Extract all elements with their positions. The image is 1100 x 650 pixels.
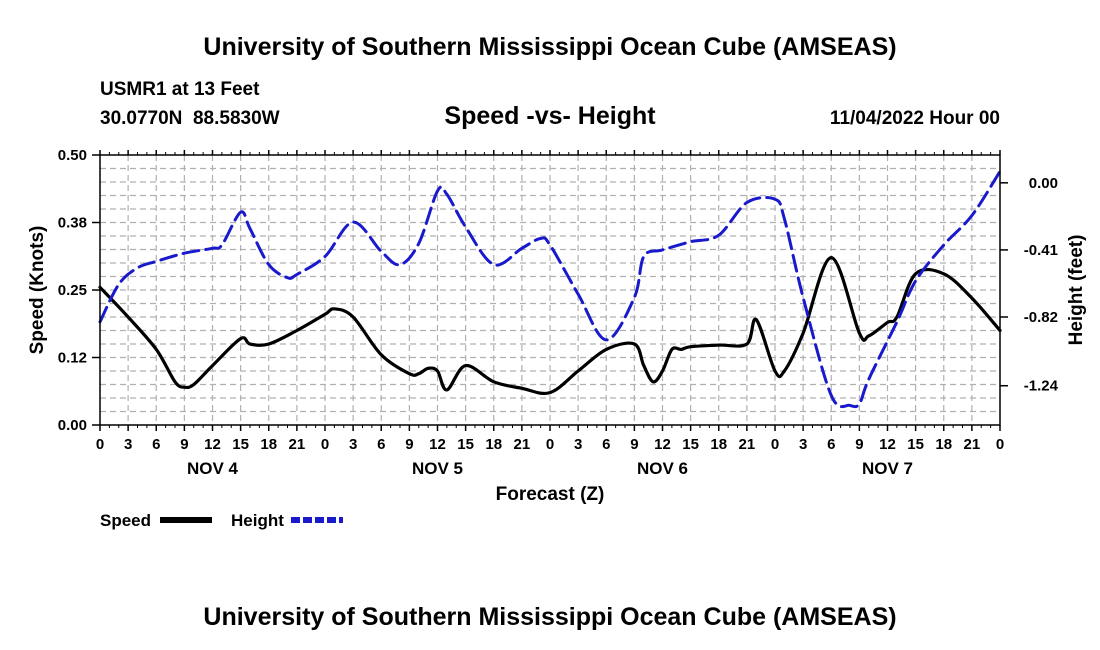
x-tick-label: 0 [996, 436, 1004, 453]
x-tick-label: 12 [879, 436, 896, 453]
y-tick-label: 0.25 [58, 282, 87, 299]
y-axis-title: Speed (Knots) [27, 226, 48, 355]
x-tick-label: 6 [602, 436, 610, 453]
x-tick-label: 18 [260, 436, 277, 453]
grid [100, 155, 1000, 425]
legend-height-label: Height [231, 511, 284, 530]
x-tick-label: 12 [429, 436, 446, 453]
x-axis-title: Forecast (Z) [496, 484, 605, 505]
day-label: NOV 7 [862, 459, 913, 478]
footer-title: University of Southern Mississippi Ocean… [203, 603, 896, 631]
station-label: USMR1 at 13 Feet [100, 79, 260, 100]
x-tick-label: 9 [180, 436, 188, 453]
ticks: 0 3 6 9 12 15 18 21 0 3 6 9 12 15 18 21 0 3 6 9 12 15 18 21 0 3 6 9… [58, 147, 1059, 478]
series-line-height [98, 169, 1002, 409]
y-tick-label: 0.00 [58, 417, 87, 434]
x-tick-label: 0 [546, 436, 554, 453]
x-tick-label: 6 [827, 436, 835, 453]
x-tick-label: 9 [855, 436, 863, 453]
x-tick-label: 15 [232, 436, 249, 453]
x-tick-label: 6 [152, 436, 160, 453]
x-tick-label: 3 [799, 436, 807, 453]
day-label: NOV 5 [412, 459, 463, 478]
x-tick-label: 15 [907, 436, 924, 453]
x-tick-label: 0 [96, 436, 104, 453]
legend-speed-label: Speed [100, 511, 151, 530]
x-tick-label: 3 [574, 436, 582, 453]
x-tick-label: 21 [289, 436, 306, 453]
chart-title: University of Southern Mississippi Ocean… [203, 33, 896, 61]
day-label: NOV 4 [187, 459, 239, 478]
x-tick-label: 3 [124, 436, 132, 453]
y-tick-label: 0.50 [58, 147, 87, 164]
location-label: 30.0770N 88.5830W [100, 108, 280, 129]
x-tick-label: 0 [771, 436, 779, 453]
y-tick-label: 0.38 [58, 215, 87, 232]
x-tick-label: 18 [935, 436, 952, 453]
x-tick-label: 15 [457, 436, 474, 453]
x-tick-label: 12 [654, 436, 671, 453]
day-label: NOV 6 [637, 459, 688, 478]
x-tick-label: 21 [514, 436, 531, 453]
series-line-speed [98, 256, 1002, 396]
y2-tick-label: 0.00 [1029, 175, 1058, 192]
x-tick-label: 21 [964, 436, 981, 453]
x-tick-label: 21 [739, 436, 756, 453]
legend: Speed Height [100, 511, 343, 530]
x-tick-label: 9 [630, 436, 638, 453]
chart-subtitle: Speed -vs- Height [444, 102, 656, 130]
x-tick-label: 9 [405, 436, 413, 453]
datetime-label: 11/04/2022 Hour 00 [830, 108, 1000, 129]
x-tick-label: 0 [321, 436, 329, 453]
x-tick-label: 3 [349, 436, 357, 453]
x-tick-label: 18 [710, 436, 727, 453]
x-tick-label: 15 [682, 436, 699, 453]
y2-tick-label: -0.82 [1024, 309, 1058, 326]
y2-tick-label: -0.41 [1024, 242, 1058, 259]
y2-tick-label: -1.24 [1024, 378, 1059, 395]
y-tick-label: 0.12 [58, 350, 87, 367]
x-tick-label: 6 [377, 436, 385, 453]
y2-axis-title: Height (feet) [1066, 235, 1087, 346]
series-layer [98, 169, 1002, 409]
x-tick-label: 18 [485, 436, 502, 453]
x-tick-label: 12 [204, 436, 221, 453]
